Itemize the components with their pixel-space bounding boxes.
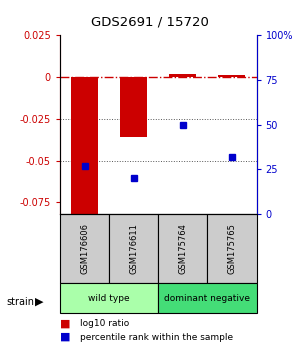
Bar	[218, 75, 245, 77]
Text: GSM176611: GSM176611	[129, 223, 138, 274]
Text: ▶: ▶	[34, 297, 43, 307]
Bar	[169, 74, 196, 77]
Bar	[71, 77, 98, 214]
Text: wild type: wild type	[88, 294, 130, 303]
Text: ■: ■	[60, 319, 70, 329]
Text: dominant negative: dominant negative	[164, 294, 250, 303]
Bar	[158, 214, 207, 283]
Bar	[158, 283, 256, 313]
Bar	[207, 214, 256, 283]
Text: strain: strain	[6, 297, 34, 307]
Text: ■: ■	[60, 332, 70, 342]
Bar	[109, 214, 158, 283]
Bar	[120, 77, 147, 137]
Text: log10 ratio: log10 ratio	[80, 319, 129, 329]
Text: GSM175764: GSM175764	[178, 223, 187, 274]
Bar	[60, 214, 109, 283]
Text: percentile rank within the sample: percentile rank within the sample	[80, 332, 232, 342]
Text: GDS2691 / 15720: GDS2691 / 15720	[91, 16, 209, 29]
Text: GSM176606: GSM176606	[80, 223, 89, 274]
Bar	[60, 283, 158, 313]
Text: GSM175765: GSM175765	[227, 223, 236, 274]
